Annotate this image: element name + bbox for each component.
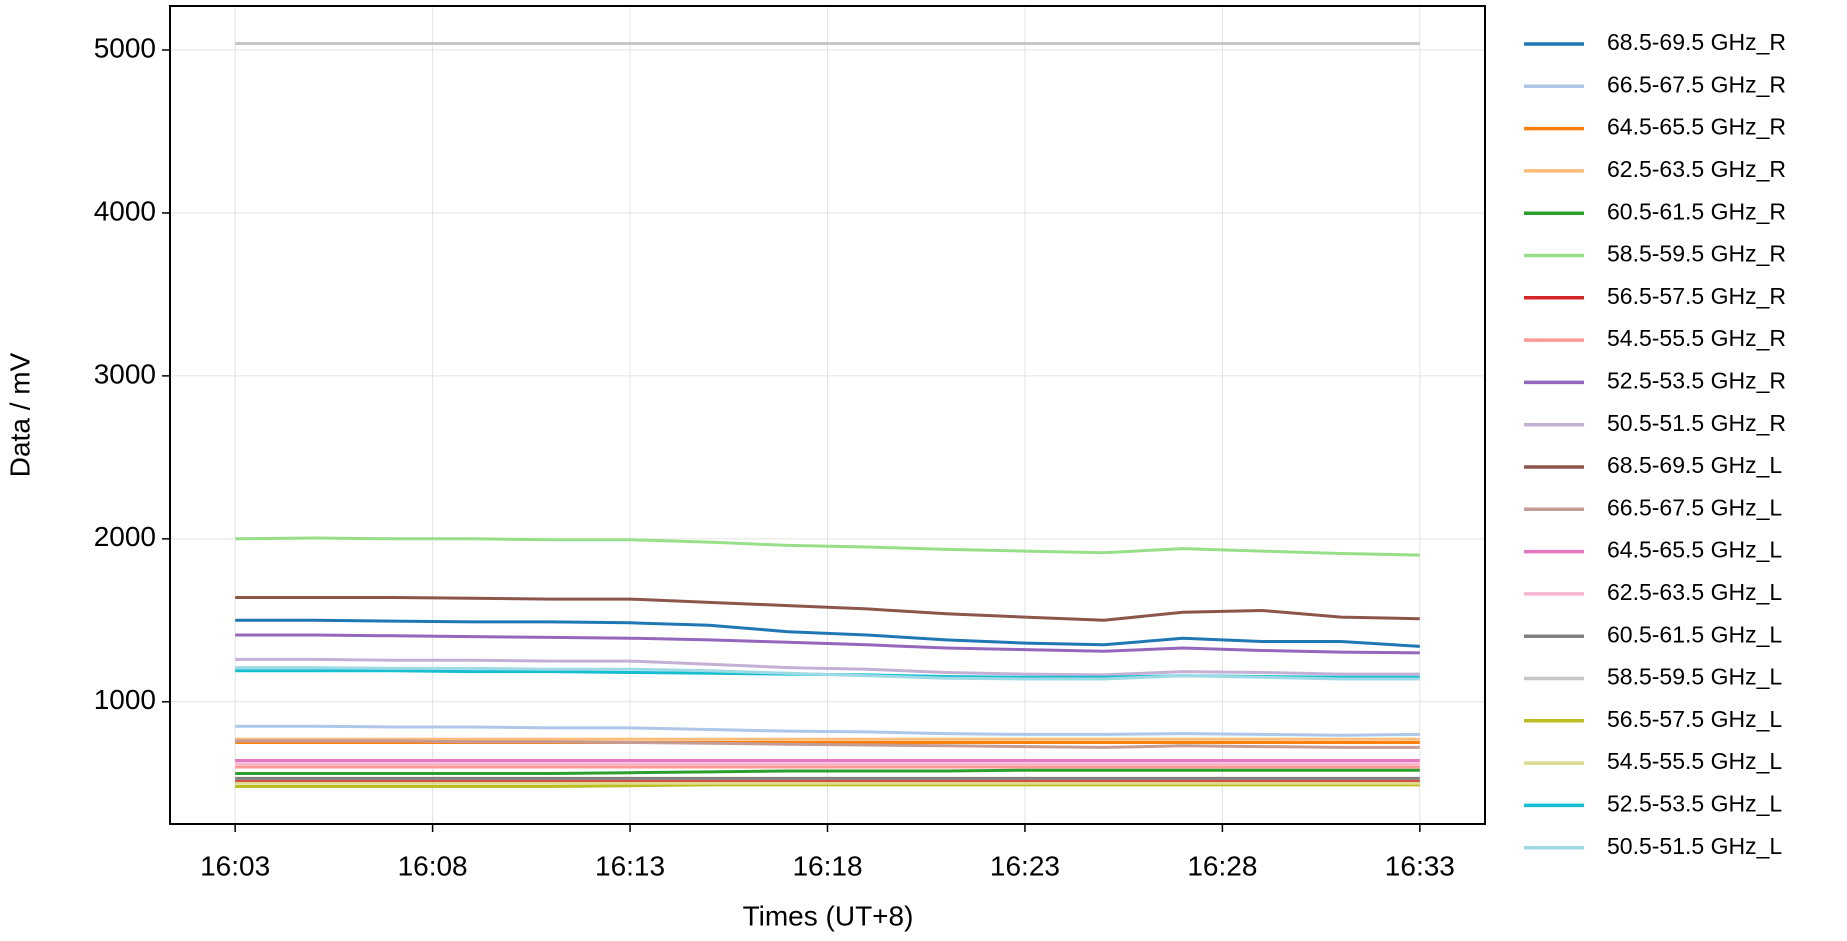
legend-label: 66.5-67.5 GHz_R <box>1607 71 1786 97</box>
legend-label: 68.5-69.5 GHz_L <box>1607 452 1782 478</box>
x-tick-label: 16:03 <box>200 850 270 881</box>
y-tick-label: 1000 <box>94 684 156 715</box>
series-line <box>235 783 1420 788</box>
series-line <box>235 666 1420 681</box>
y-tick-label: 2000 <box>94 521 156 552</box>
legend-label: 50.5-51.5 GHz_R <box>1607 410 1786 436</box>
legend-label: 58.5-59.5 GHz_R <box>1607 241 1786 267</box>
legend-label: 66.5-67.5 GHz_L <box>1607 494 1782 520</box>
series-line <box>235 724 1420 737</box>
x-tick-label: 16:33 <box>1385 850 1455 881</box>
series-line <box>235 633 1420 655</box>
x-tick-label: 16:18 <box>792 850 862 881</box>
legend-label: 62.5-63.5 GHz_L <box>1607 579 1782 605</box>
plot-frame <box>169 5 1486 825</box>
legend-label: 68.5-69.5 GHz_R <box>1607 29 1786 55</box>
series-line <box>235 536 1420 557</box>
legend-label: 54.5-55.5 GHz_L <box>1607 748 1782 774</box>
legend-label: 50.5-51.5 GHz_L <box>1607 833 1782 859</box>
legend-label: 56.5-57.5 GHz_L <box>1607 706 1782 732</box>
series-line <box>235 618 1420 648</box>
legend-label: 60.5-61.5 GHz_L <box>1607 621 1782 647</box>
x-tick-label: 16:23 <box>990 850 1060 881</box>
series-line <box>235 739 1420 749</box>
legend-label: 56.5-57.5 GHz_R <box>1607 283 1786 309</box>
series-line <box>235 657 1420 677</box>
legend-label: 62.5-63.5 GHz_R <box>1607 156 1786 182</box>
x-tick-label: 16:28 <box>1187 850 1257 881</box>
x-tick-label: 16:08 <box>398 850 468 881</box>
x-axis-label: Times (UT+8) <box>743 900 914 931</box>
legend-label: 64.5-65.5 GHz_L <box>1607 537 1782 563</box>
legend-label: 64.5-65.5 GHz_R <box>1607 114 1786 140</box>
legend-label: 60.5-61.5 GHz_R <box>1607 198 1786 224</box>
series-line <box>235 768 1420 775</box>
legend-label: 54.5-55.5 GHz_R <box>1607 325 1786 351</box>
legend-label: 52.5-53.5 GHz_R <box>1607 367 1786 393</box>
y-tick-label: 5000 <box>94 32 156 63</box>
y-axis-label: Data / mV <box>4 352 35 477</box>
legend-label: 58.5-59.5 GHz_L <box>1607 664 1782 690</box>
x-tick-label: 16:13 <box>595 850 665 881</box>
y-tick-label: 3000 <box>94 358 156 389</box>
legend-label: 52.5-53.5 GHz_L <box>1607 790 1782 816</box>
y-tick-label: 4000 <box>94 195 156 226</box>
series-line <box>235 596 1420 622</box>
